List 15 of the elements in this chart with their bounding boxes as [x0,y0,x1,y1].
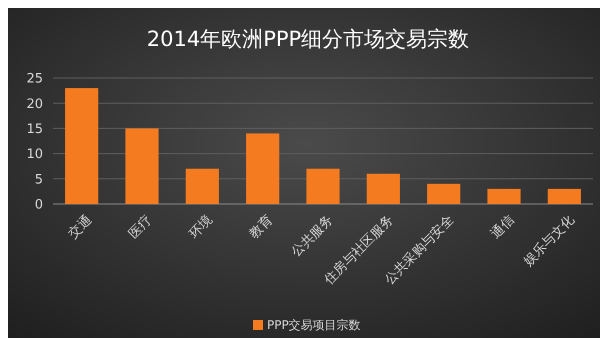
y-tick-label: 15 [26,122,43,137]
x-tick-label: 公共服务 [288,212,336,260]
y-tick-label: 0 [34,198,43,213]
x-tick-label: 娱乐与文化 [521,212,578,270]
y-tick-label: 25 [26,72,43,87]
x-tick-label: 医疗 [126,212,156,242]
x-tick-label: 教育 [246,212,276,242]
chart-title: 2014年欧洲PPP细分市场交易宗数 [146,27,470,51]
legend-label: PPP交易项目宗数 [267,318,361,332]
x-tick-label: 通信 [488,212,518,242]
y-tick-label: 5 [34,172,43,188]
x-tick-label: 交通 [65,212,95,242]
x-tick-label: 环境 [186,212,216,242]
y-tick-label: 20 [26,96,43,112]
y-tick-label: 10 [26,147,43,162]
